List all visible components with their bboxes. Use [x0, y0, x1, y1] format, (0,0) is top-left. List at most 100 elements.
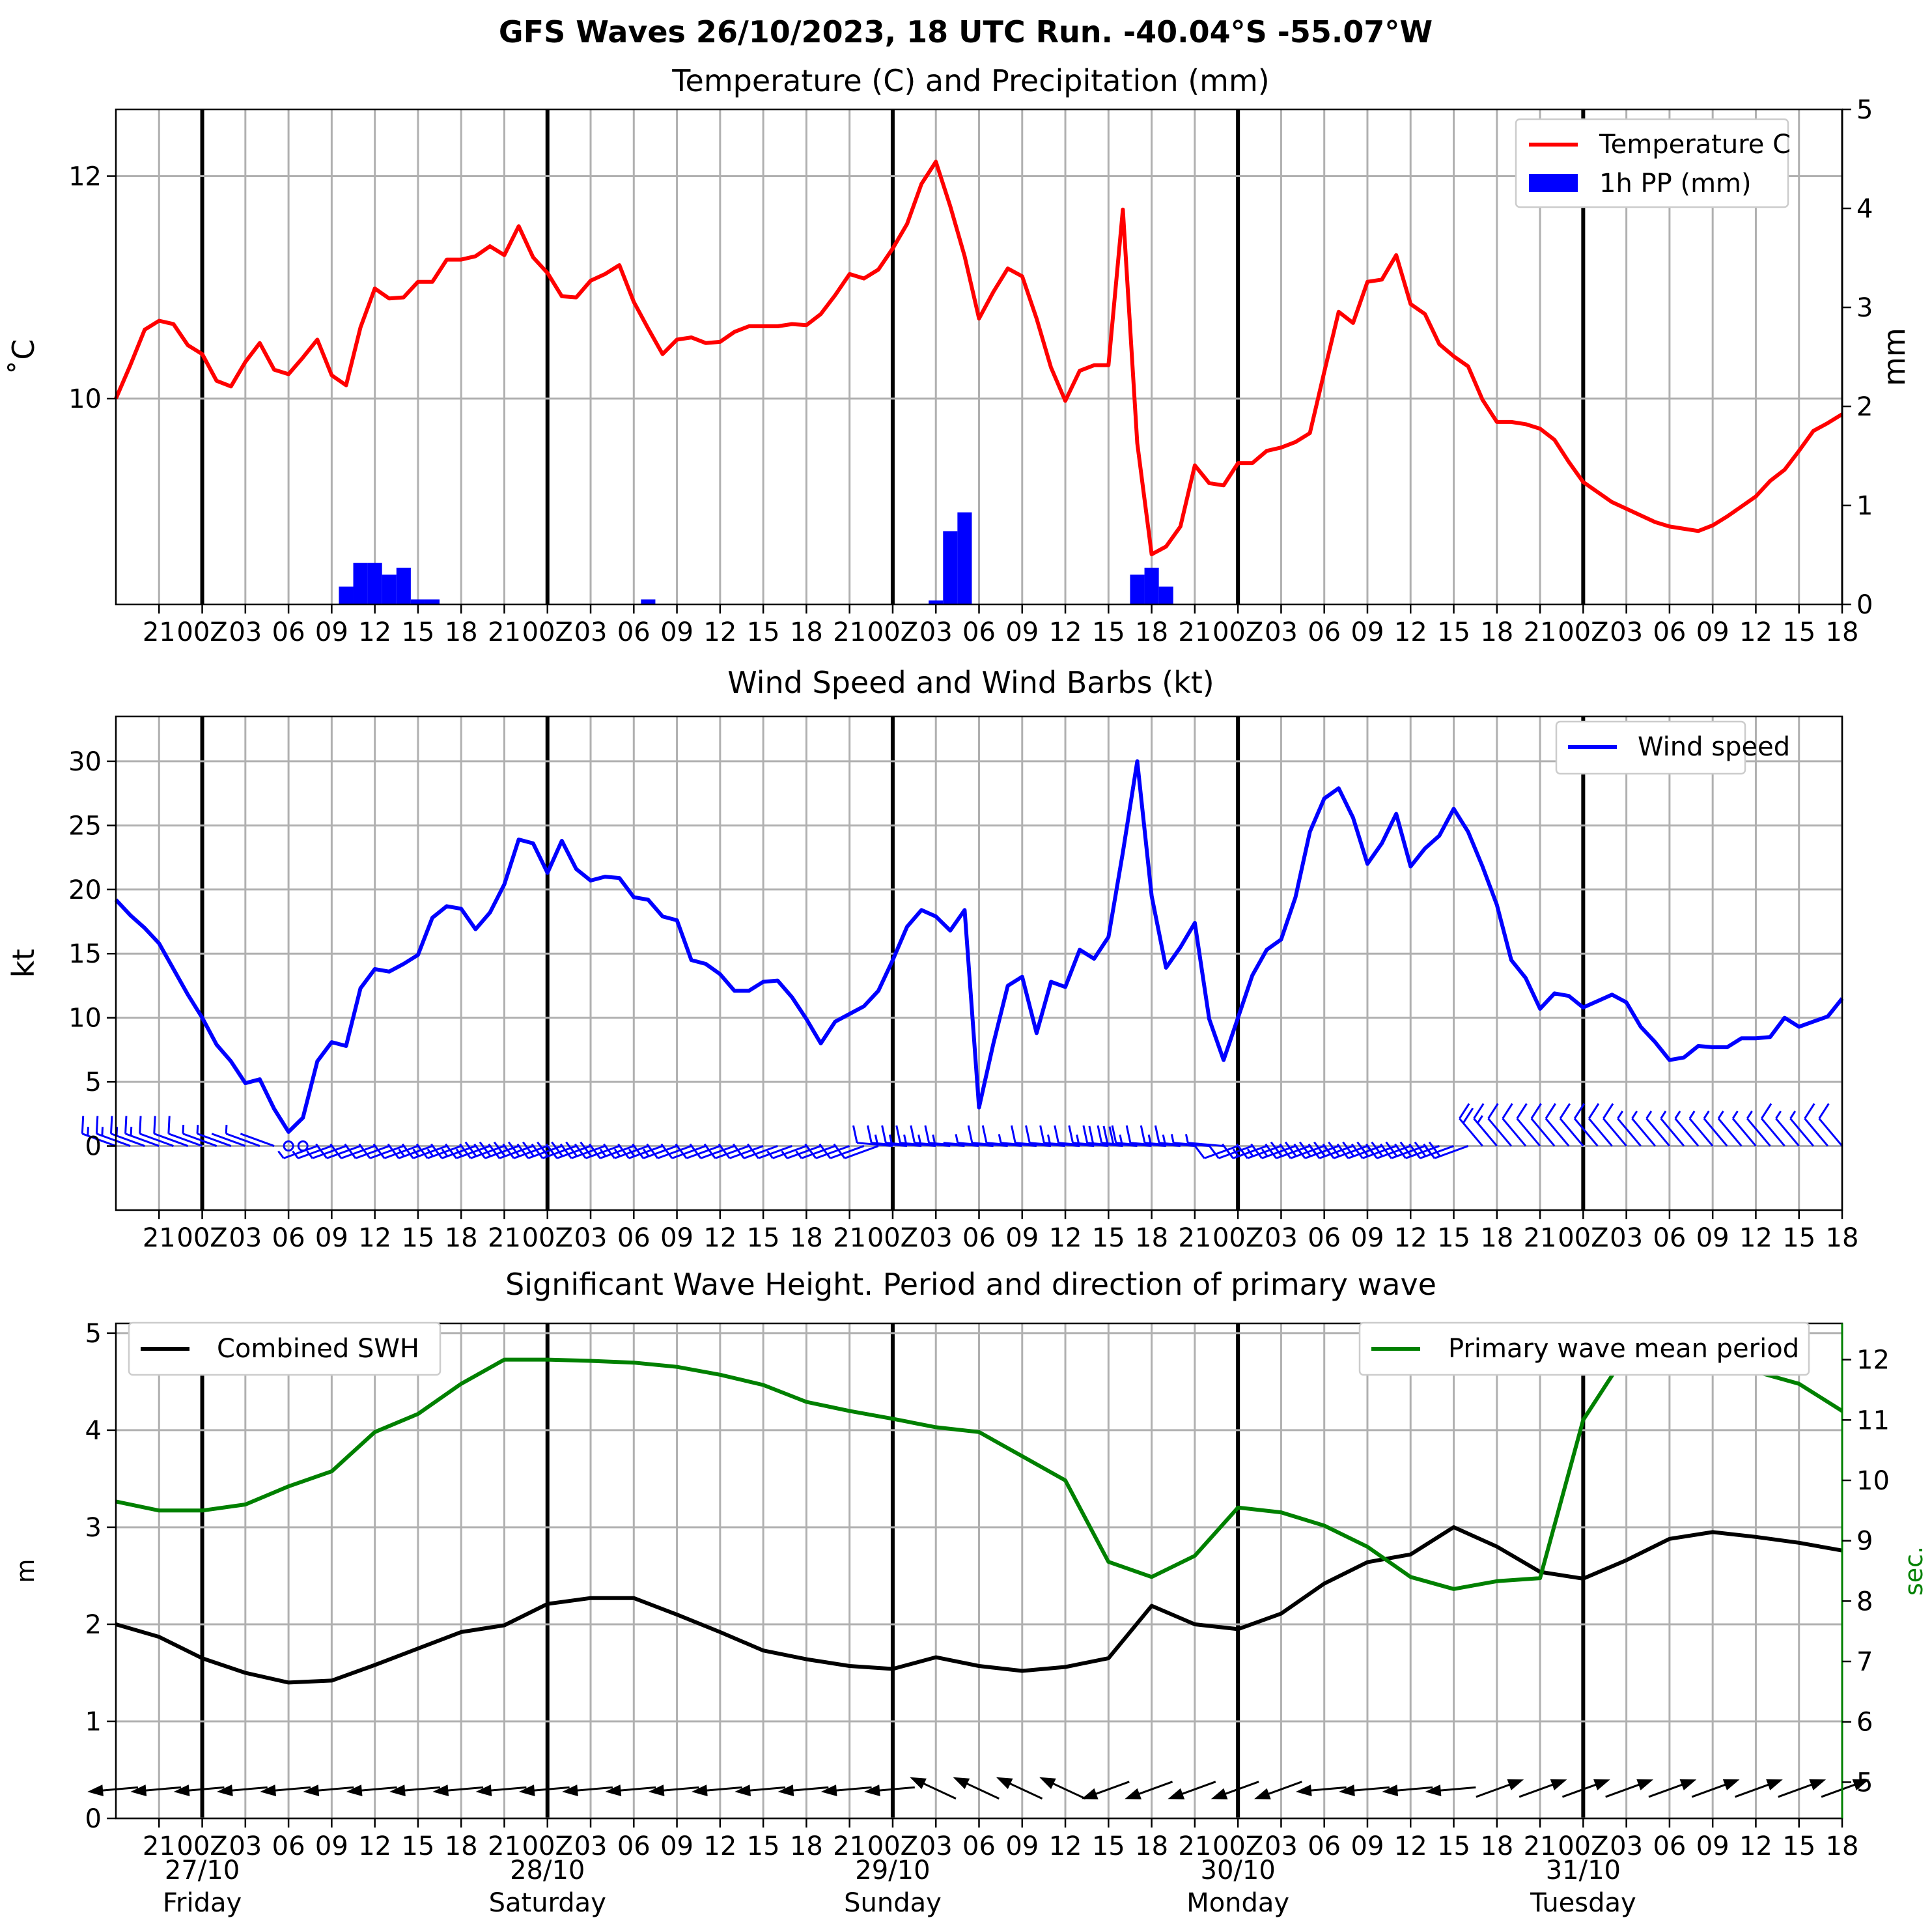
wind-barb	[1039, 1125, 1080, 1148]
x-tick-label: 06	[962, 1831, 996, 1861]
wind-barb	[998, 1134, 1037, 1148]
wind-barb	[1473, 1103, 1498, 1147]
wind-barb	[1761, 1103, 1785, 1147]
wind-barb	[632, 1143, 678, 1159]
x-tick-label: 06	[272, 1223, 305, 1253]
wind-barb	[225, 1125, 260, 1147]
x-tick-label: 06	[1653, 1831, 1686, 1861]
legend-swh: Combined SWH	[128, 1321, 441, 1376]
x-tick-label: 12	[703, 1831, 736, 1861]
x-tick-label: 12	[1739, 1223, 1772, 1253]
precip-bar	[943, 531, 958, 604]
wind-barb	[344, 1143, 390, 1159]
x-tick-label: 21	[1524, 1223, 1557, 1253]
precip-bar	[1158, 586, 1173, 604]
wave-direction-arrow	[692, 1785, 742, 1796]
period-line	[115, 1351, 1843, 1591]
wind-barb	[1617, 1110, 1642, 1147]
x-tick-label: 06	[1308, 1223, 1341, 1253]
x-tick-label: 18	[790, 1223, 823, 1253]
y-tick-label: 4	[85, 1416, 102, 1446]
x-tick-label: 18	[1480, 1831, 1513, 1861]
x-tick-label: 15	[1092, 617, 1125, 647]
wind-barb	[1459, 1103, 1483, 1147]
precipitation-bars	[339, 512, 1173, 604]
x-tick-label: 03	[919, 1831, 953, 1861]
wind-barb	[1068, 1125, 1109, 1148]
wind-barb	[943, 1142, 979, 1148]
y-axis-label: m	[11, 1559, 40, 1583]
wind-barb	[675, 1143, 721, 1159]
x-tick-label: 21	[1178, 1223, 1211, 1253]
x-tick-label: 12	[1739, 1831, 1772, 1861]
temperature-precipitation-panel: Temperature (C) and Precipitation (mm) 1…	[6, 63, 1912, 647]
x-tick-label: 00Z	[176, 1223, 227, 1253]
x-tick-label: 12	[1394, 617, 1427, 647]
wave-direction-arrow	[1648, 1779, 1697, 1798]
y-tick-label: 5	[85, 1319, 102, 1349]
wind-barb	[1487, 1103, 1513, 1147]
precip-bar	[353, 563, 368, 604]
y-right-tick-label: 0	[1856, 590, 1873, 620]
wind-barb	[967, 1125, 1008, 1148]
x-tick-label: 12	[1049, 617, 1082, 647]
wind-barb	[329, 1143, 376, 1159]
x-tick-label: 00Z	[1558, 1223, 1608, 1253]
x-tick-label: 09	[660, 1223, 693, 1253]
wind-barbs	[81, 1103, 1843, 1159]
x-tick-label: 21	[833, 1223, 866, 1253]
x-tick-label: 03	[229, 617, 262, 647]
wind-barb	[718, 1143, 764, 1159]
wave-direction-arrow	[953, 1777, 1000, 1800]
wind-barb	[1603, 1103, 1627, 1147]
x-tick-label: 12	[1394, 1223, 1427, 1253]
x-tick-label: 03	[1610, 1223, 1643, 1253]
y-axis-label: kt	[6, 949, 41, 978]
x-tick-label: 03	[574, 1223, 608, 1253]
wind-barb	[167, 1116, 203, 1147]
x-tick-label: 00Z	[1212, 617, 1263, 647]
wind-barb	[924, 1125, 965, 1148]
wave-direction-arrow	[1476, 1779, 1524, 1798]
x-tick-label: 03	[919, 1223, 953, 1253]
x-tick-label: 03	[919, 617, 953, 647]
y-right-tick-label: 11	[1856, 1405, 1890, 1435]
x-tick-label: 09	[1696, 1223, 1729, 1253]
x-tick-label: 18	[1826, 1223, 1859, 1253]
wind-barb	[1688, 1110, 1714, 1147]
wind-barb	[689, 1143, 735, 1159]
wind-barb	[1545, 1103, 1570, 1147]
wind-barb	[1631, 1110, 1656, 1147]
wind-barb	[895, 1125, 936, 1148]
day-date-label: 31/10	[1546, 1856, 1621, 1885]
wind-barb	[1660, 1110, 1685, 1147]
y-tick-label: 15	[68, 939, 102, 969]
legend-box	[1358, 1321, 1810, 1376]
wind-barb	[1502, 1103, 1527, 1147]
wave-direction-arrow	[1605, 1779, 1653, 1798]
x-tick-label: 06	[1308, 617, 1341, 647]
wave-direction-arrow	[605, 1785, 656, 1796]
panel-title-waves: Significant Wave Height. Period and dire…	[505, 1267, 1436, 1302]
x-tick-label: 18	[1135, 1831, 1168, 1861]
wave-direction-arrow	[1211, 1781, 1259, 1800]
wind-barb	[1775, 1110, 1800, 1147]
wind-barb	[211, 1133, 246, 1147]
wind-barb	[881, 1125, 922, 1148]
wind-barb	[852, 1125, 893, 1148]
wind-barb	[1674, 1110, 1700, 1147]
day-date-label: 29/10	[855, 1856, 930, 1885]
x-tick-label: 12	[358, 1223, 391, 1253]
wave-direction-arrow	[389, 1785, 440, 1796]
x-tick-label: 00Z	[176, 617, 227, 647]
grid-lines	[116, 716, 1843, 1210]
x-tick-label: 12	[358, 1831, 391, 1861]
wind-barb	[1125, 1125, 1166, 1148]
y-tick-label: 12	[68, 162, 102, 191]
wind-speed-series	[114, 759, 1844, 1134]
y-tick-label: 0	[85, 1132, 102, 1162]
wind-barb	[358, 1143, 404, 1159]
wave-panel: Significant Wave Height. Period and dire…	[11, 1267, 1928, 1918]
legend-label-period: Primary wave mean period	[1448, 1334, 1799, 1364]
